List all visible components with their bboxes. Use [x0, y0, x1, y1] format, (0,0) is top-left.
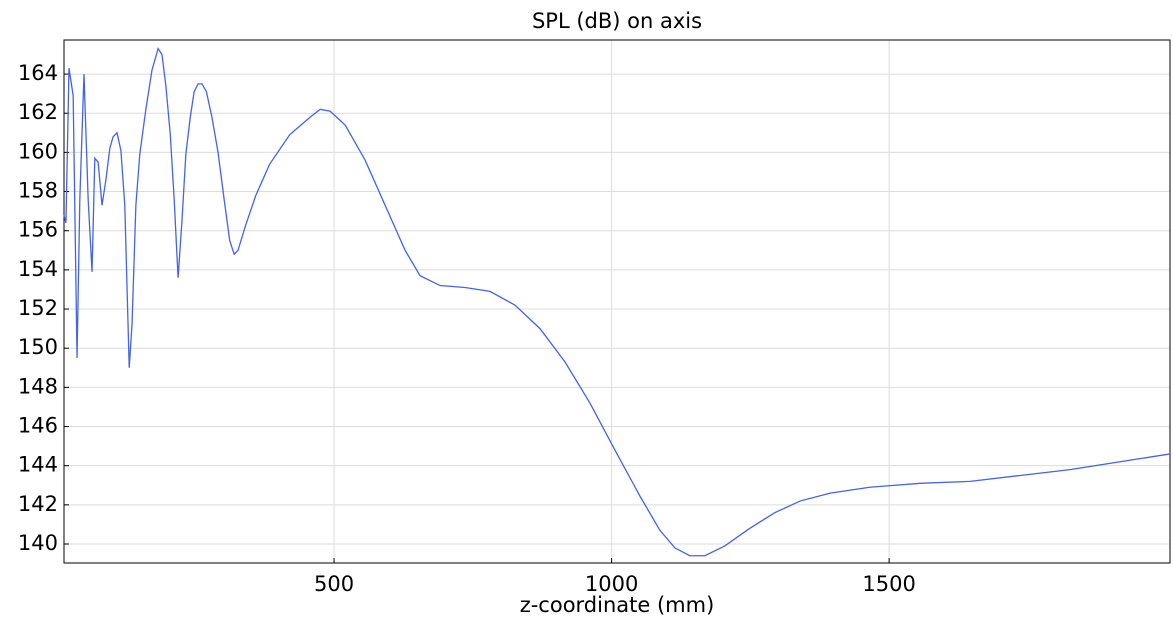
- data-line: [63, 47, 1171, 557]
- y-tick-label: 150: [18, 335, 58, 359]
- y-tick-label: 154: [18, 257, 58, 281]
- y-tick-label: 140: [18, 531, 58, 555]
- y-tick-label: 158: [18, 179, 58, 203]
- x-tick-label: 1000: [585, 572, 638, 596]
- x-axis-label: z-coordinate (mm): [520, 593, 715, 617]
- chart-title: SPL (dB) on axis: [532, 9, 702, 33]
- y-tick-label: 164: [18, 61, 58, 85]
- plot-frame: [63, 39, 1171, 564]
- y-tick-label: 148: [18, 374, 58, 398]
- x-tick-label: 500: [314, 572, 354, 596]
- y-tick-label: 142: [18, 492, 58, 516]
- y-tick-label: 144: [18, 453, 58, 477]
- y-tick-label: 162: [18, 100, 58, 124]
- x-tick-label: 1500: [862, 572, 915, 596]
- y-tick-label: 160: [18, 139, 58, 163]
- y-tick-label: 152: [18, 296, 58, 320]
- y-tick-label: 146: [18, 414, 58, 438]
- y-tick-label: 156: [18, 218, 58, 242]
